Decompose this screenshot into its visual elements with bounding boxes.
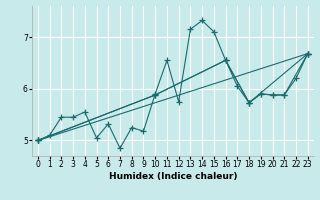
X-axis label: Humidex (Indice chaleur): Humidex (Indice chaleur) <box>108 172 237 181</box>
